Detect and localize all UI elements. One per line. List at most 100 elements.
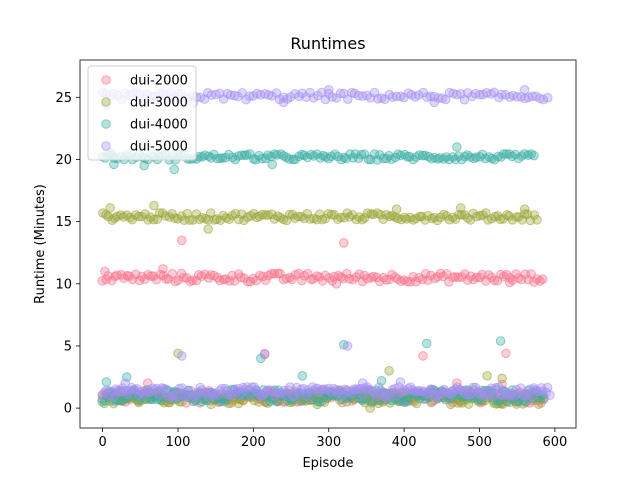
point-dui-4000 [529,150,539,161]
point-dui-2000 [471,272,482,283]
point-dui-4000 [495,336,506,346]
point-dui-5000 [183,385,193,396]
point-dui-4000 [356,149,367,160]
point-dui-5000 [519,85,530,95]
point-dui-2000 [177,235,187,246]
point-dui-5000 [545,390,555,401]
point-dui-3000 [184,215,195,225]
point-dui-4000 [297,371,308,381]
point-dui-5000 [543,92,553,103]
point-dui-3000 [504,211,514,221]
legend-box [87,65,197,161]
point-dui-2000 [251,275,262,286]
point-dui-2000 [504,277,515,288]
x-tick-label: 0 [98,435,106,450]
point-dui-5000 [324,85,334,95]
point-dui-2000 [236,272,246,283]
legend-marker-dui-4000 [101,119,111,129]
axes-frame [79,59,577,429]
point-dui-5000 [429,97,440,108]
point-dui-2000 [331,279,342,289]
point-dui-4000 [278,151,289,161]
axis-ticks: 0 100 200 300 400 500 600 0 5 10 15 20 25 [55,91,567,450]
point-dui-5000 [335,88,346,99]
point-dui-3000 [384,366,394,376]
point-dui-4000 [345,149,355,159]
x-tick-label: 400 [392,435,417,450]
y-tick-label: 20 [55,153,72,168]
point-dui-2000 [342,268,352,279]
point-dui-2000 [450,272,461,282]
x-axis-label: Episode [302,456,353,471]
point-dui-3000 [497,373,507,384]
legend-label-dui-4000: dui-4000 [130,118,188,133]
point-dui-2000 [297,275,307,286]
legend-marker-dui-2000 [101,75,111,85]
point-dui-4000 [473,394,483,405]
point-dui-4000 [493,151,503,162]
point-dui-3000 [105,203,115,213]
legend-marker-dui-3000 [101,97,111,107]
point-dui-5000 [357,378,368,389]
point-dui-5000 [280,390,291,400]
legend: dui-2000 dui-3000 dui-4000 dui-5000 [87,65,197,161]
legend-label-dui-3000: dui-3000 [130,96,188,111]
point-dui-4000 [101,377,112,387]
point-dui-5000 [418,386,429,397]
point-dui-3000 [302,208,313,219]
point-dui-5000 [527,91,538,102]
point-dui-2000 [100,266,110,277]
point-dui-2000 [501,348,511,359]
point-dui-2000 [339,238,349,248]
point-dui-4000 [421,338,432,349]
point-dui-2000 [161,274,171,284]
point-dui-5000 [373,94,383,104]
y-axis-label: Runtime (Minutes) [33,184,48,304]
point-dui-2000 [188,275,198,286]
point-dui-5000 [422,92,432,102]
point-dui-3000 [149,200,159,211]
point-dui-5000 [444,87,455,98]
legend-marker-dui-5000 [101,141,111,151]
point-dui-2000 [418,351,428,361]
legend-label-dui-2000: dui-2000 [130,74,188,89]
point-dui-3000 [519,204,530,214]
point-dui-4000 [169,164,179,175]
point-dui-2000 [260,275,271,286]
point-dui-5000 [470,382,481,393]
y-tick-label: 10 [55,277,72,292]
point-dui-5000 [289,391,300,401]
point-dui-3000 [203,224,213,234]
point-dui-5000 [500,90,511,100]
point-dui-5000 [177,351,187,361]
point-dui-4000 [139,160,149,171]
point-dui-5000 [160,384,171,395]
point-dui-4000 [242,390,252,400]
point-dui-2000 [538,274,548,284]
point-dui-3000 [532,215,542,225]
point-dui-5000 [259,348,270,359]
point-dui-2000 [516,274,527,285]
point-dui-5000 [278,97,289,108]
x-tick-label: 600 [542,435,567,450]
chart-title: Runtimes [290,34,365,53]
point-dui-3000 [495,214,506,225]
point-dui-3000 [140,209,150,219]
point-dui-5000 [489,87,499,98]
point-dui-4000 [267,159,278,170]
point-dui-5000 [180,390,191,401]
x-tick-label: 100 [166,435,191,450]
legend-label-dui-5000: dui-5000 [130,140,188,155]
x-tick-label: 300 [316,435,341,450]
y-tick-label: 0 [64,402,72,417]
point-dui-3000 [482,371,492,381]
point-dui-5000 [371,391,381,402]
point-dui-4000 [109,159,119,170]
y-tick-label: 15 [55,215,72,230]
point-dui-2000 [224,276,235,286]
point-dui-4000 [526,149,537,159]
point-dui-2000 [348,274,358,285]
point-dui-2000 [287,274,297,285]
point-dui-3000 [455,203,466,213]
